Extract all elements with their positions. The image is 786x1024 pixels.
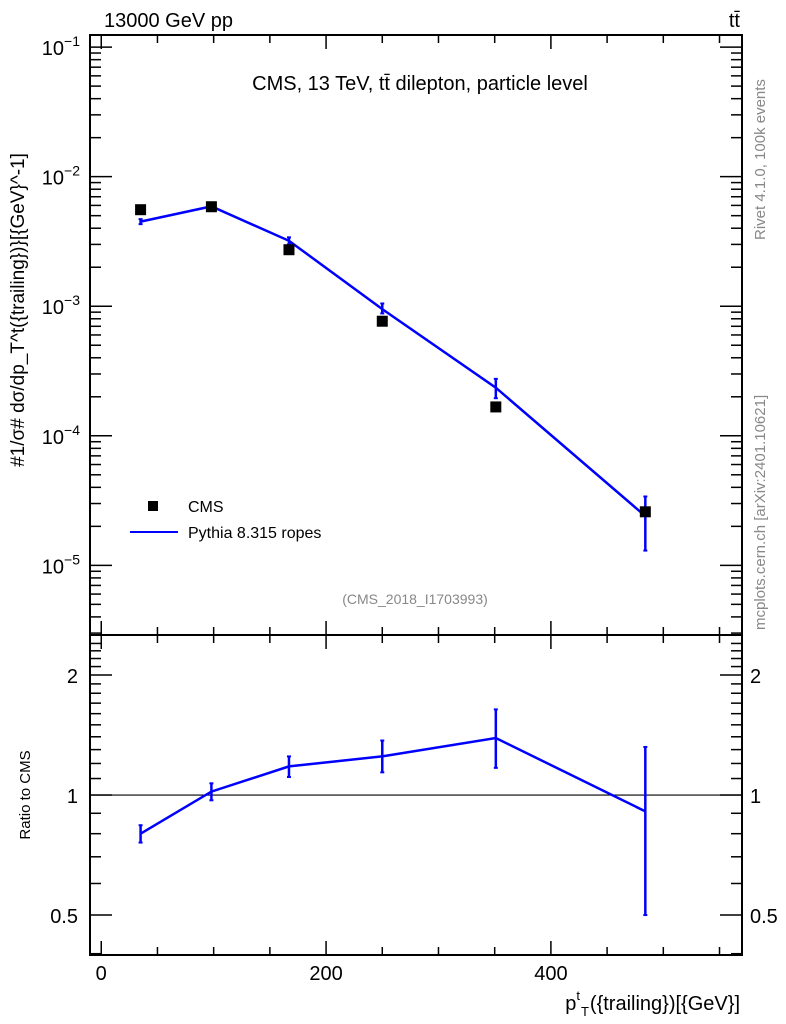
ratio-y-tick-label-right: 0.5 bbox=[750, 906, 778, 928]
ratio-y-label: Ratio to CMS bbox=[17, 750, 34, 839]
ratio-y-tick-label: 1 bbox=[67, 786, 78, 808]
y-tick-label: 10−3 bbox=[42, 292, 80, 319]
x-tick-label: 200 bbox=[309, 963, 342, 985]
header-left: 13000 GeV pp bbox=[104, 10, 233, 32]
header-right: tt̄ bbox=[729, 10, 741, 32]
cms-data-point bbox=[135, 204, 147, 216]
ratio-y-tick-label: 0.5 bbox=[50, 906, 78, 928]
legend-cms-label: CMS bbox=[188, 499, 224, 516]
ratio-y-tick-label-right: 2 bbox=[750, 666, 761, 688]
x-axis-label: ptT({trailing})[{GeV}] bbox=[565, 988, 740, 1019]
ratio-line bbox=[139, 736, 646, 835]
ratio-y-tick-label-right: 1 bbox=[750, 786, 761, 808]
analysis-id: (CMS_2018_I1703993) bbox=[342, 591, 488, 607]
mc-line bbox=[140, 205, 647, 518]
y-tick-label: 10−5 bbox=[42, 551, 80, 578]
rivet-label: Rivet 4.1.0, 100k events bbox=[752, 79, 769, 240]
mcplots-label: mcplots.cern.ch [arXiv:2401.10621] bbox=[752, 395, 769, 630]
main-title: CMS, 13 TeV, tt̄ dilepton, particle leve… bbox=[252, 73, 588, 95]
cms-data-point bbox=[283, 244, 295, 256]
y-tick-label: 10−4 bbox=[42, 422, 80, 449]
legend: CMS Pythia 8.315 ropes bbox=[130, 499, 321, 542]
ratio-y-tick-label: 2 bbox=[67, 666, 78, 688]
x-tick-label: 400 bbox=[534, 963, 567, 985]
y-tick-label: 10−2 bbox=[42, 163, 80, 190]
cms-data-point bbox=[490, 401, 502, 413]
main-y-label: #1/σ# dσ/dp_T^t({trailing})}[{GeV}^-1] bbox=[8, 153, 29, 467]
legend-mc-label: Pythia 8.315 ropes bbox=[188, 525, 321, 542]
cms-data-point bbox=[205, 201, 217, 213]
cms-data-point bbox=[376, 315, 388, 327]
y-tick-label: 10−1 bbox=[42, 33, 80, 60]
legend-cms-marker bbox=[148, 501, 158, 511]
x-tick-label: 0 bbox=[96, 963, 107, 985]
cms-data-point bbox=[639, 506, 651, 518]
